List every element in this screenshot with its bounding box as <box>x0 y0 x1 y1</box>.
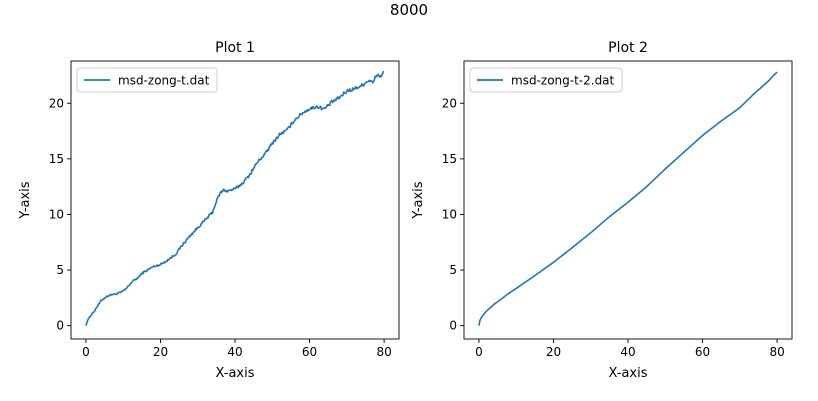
y-tick-label: 5 <box>449 263 457 277</box>
plot-title: Plot 1 <box>215 40 255 56</box>
figure-suptitle: 8000 <box>390 1 428 19</box>
y-tick-label: 0 <box>449 319 457 333</box>
legend-label: msd-zong-t.dat <box>118 74 210 88</box>
y-tick-label: 20 <box>442 96 457 110</box>
x-axis-label: X-axis <box>609 366 648 381</box>
legend: msd-zong-t-2.dat <box>469 67 623 93</box>
y-tick-label: 10 <box>49 207 64 221</box>
y-tick-label: 20 <box>49 96 64 110</box>
legend: msd-zong-t.dat <box>76 67 218 93</box>
y-tick-label: 0 <box>56 319 64 333</box>
plot-1: Plot 1 0 20 40 60 80 0 5 10 15 20 X-axis Y-axis msd-z… <box>18 40 400 381</box>
y-tick-label: 10 <box>442 207 457 221</box>
y-axis-label: Y-axis <box>18 181 33 219</box>
y-axis-label: Y-axis <box>411 181 426 219</box>
series-line <box>478 71 778 326</box>
y-tick-label: 15 <box>442 152 457 166</box>
x-tick-label: 80 <box>376 345 391 359</box>
x-axis-label: X-axis <box>216 366 255 381</box>
series-line <box>85 70 385 326</box>
x-tick-label: 60 <box>695 345 710 359</box>
x-tick-label: 40 <box>620 345 635 359</box>
legend-label: msd-zong-t-2.dat <box>511 74 615 88</box>
x-tick-label: 0 <box>82 345 90 359</box>
x-tick-label: 60 <box>302 345 317 359</box>
y-tick-label: 5 <box>56 263 64 277</box>
x-tick-label: 20 <box>546 345 561 359</box>
x-tick-label: 0 <box>475 345 483 359</box>
legend-box <box>76 67 218 93</box>
plot-2: Plot 2 0 20 40 60 80 0 5 10 15 20 X-axis Y-axis msd-z… <box>411 40 793 381</box>
x-tick-label: 80 <box>769 345 784 359</box>
y-tick-label: 15 <box>49 152 64 166</box>
legend-box <box>469 67 623 93</box>
x-tick-label: 40 <box>227 345 242 359</box>
x-tick-label: 20 <box>153 345 168 359</box>
plot-title: Plot 2 <box>608 40 648 56</box>
